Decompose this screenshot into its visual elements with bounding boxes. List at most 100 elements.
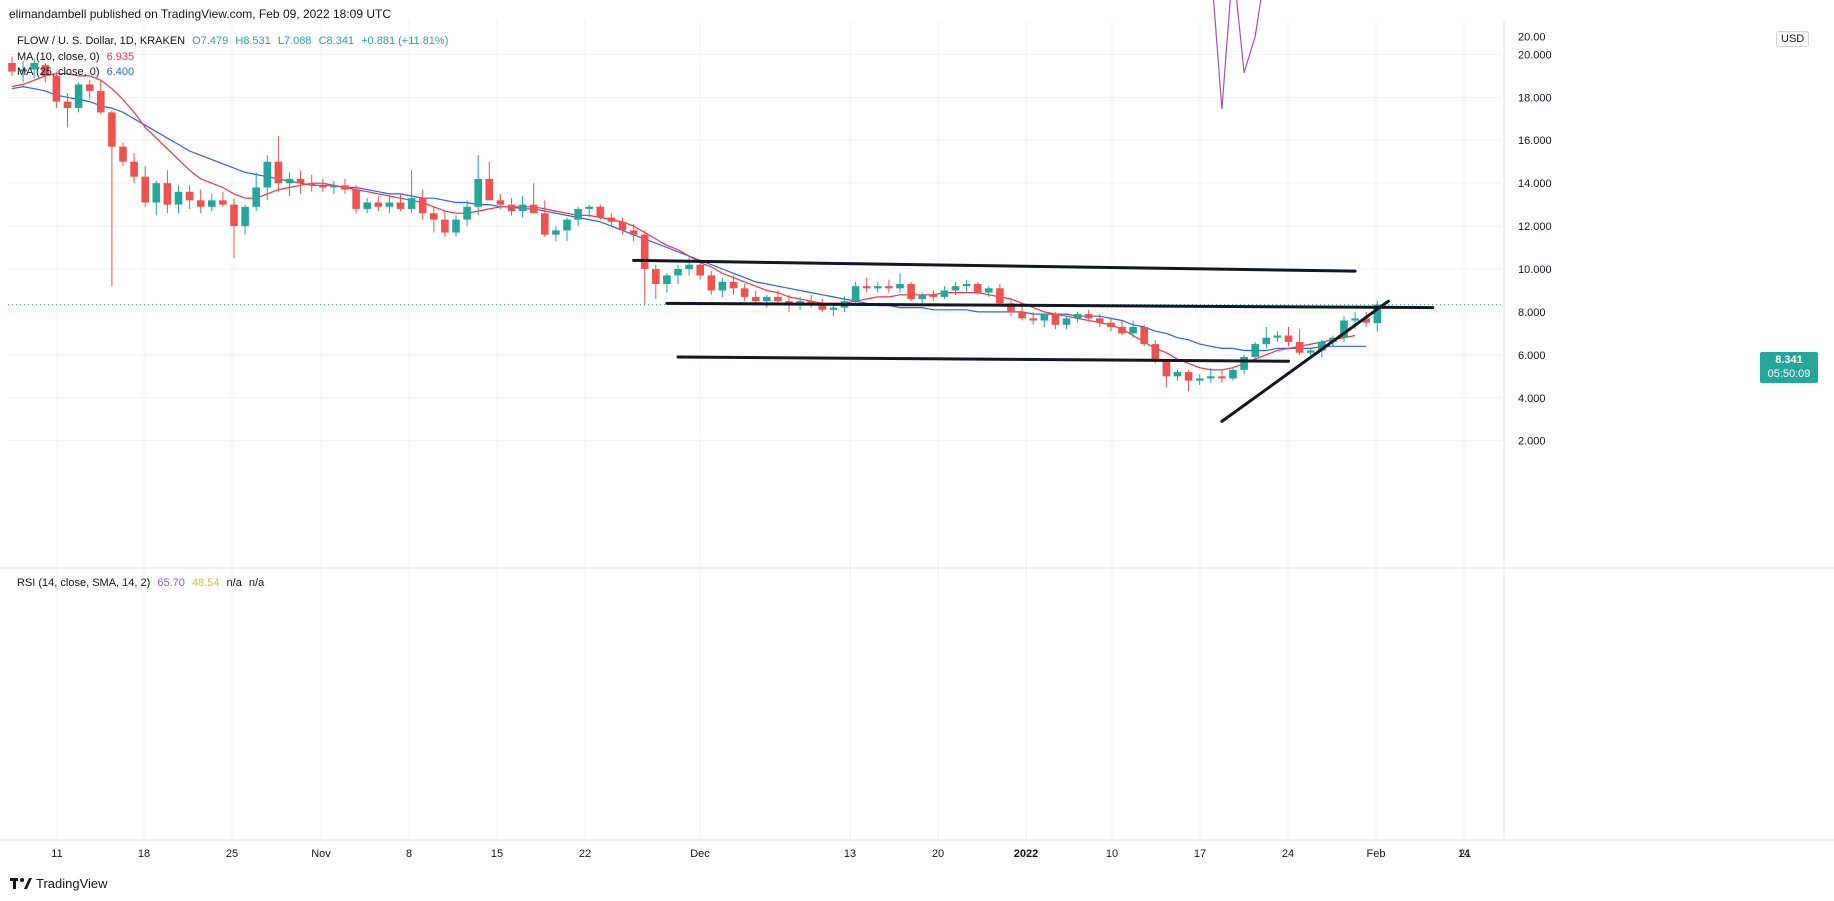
candle-body xyxy=(241,206,249,227)
candle-body xyxy=(663,275,671,285)
candle-body xyxy=(1229,369,1237,379)
price-trendline xyxy=(632,258,1357,273)
candle-body xyxy=(407,198,416,209)
price-trendline xyxy=(676,355,1290,363)
price-trendline xyxy=(665,301,1435,310)
ma25-line xyxy=(11,85,1367,352)
ma10-value: 6.935 xyxy=(106,51,135,63)
bar-countdown: 05:50:09 xyxy=(1767,368,1811,380)
candle-body xyxy=(319,185,327,188)
candle-body xyxy=(552,230,560,235)
candle-body xyxy=(596,206,605,218)
candle-body xyxy=(1295,341,1304,353)
candle-body xyxy=(1118,326,1126,334)
candle-body xyxy=(729,281,738,289)
candle-body xyxy=(1284,335,1293,342)
candle-body xyxy=(418,198,427,214)
candle-body xyxy=(52,75,61,102)
candle-body xyxy=(518,204,527,212)
candle-body xyxy=(751,296,760,302)
candle-body xyxy=(640,234,649,269)
candle-body xyxy=(996,288,1004,304)
candle-body xyxy=(208,200,216,207)
candle-body xyxy=(63,101,72,109)
candle-body xyxy=(607,217,616,222)
footer-brand: TradingView xyxy=(10,876,108,891)
candle-body xyxy=(862,286,871,289)
price-tick-label: 16.000 xyxy=(1518,135,1552,147)
ohlc-change: +0.881 (+11.81%) xyxy=(361,35,449,47)
candle-body xyxy=(1084,314,1093,319)
candle-body xyxy=(30,62,38,70)
candle-body xyxy=(474,178,482,207)
candle-body xyxy=(97,90,105,113)
time-tick-label: 11 xyxy=(51,848,62,860)
time-tick-label: 18 xyxy=(138,848,150,860)
price-tick-label: 18.000 xyxy=(1518,92,1552,104)
candle-body xyxy=(263,161,272,188)
candle-body xyxy=(652,269,660,285)
time-tick-label: 2022 xyxy=(1014,848,1038,860)
ohlc-open: O7.479 xyxy=(192,35,229,47)
published-note: elimandambell published on TradingView.c… xyxy=(9,7,392,21)
candle-body xyxy=(763,296,771,302)
last-price-tag: 8.341 05:50:09 xyxy=(1760,352,1818,383)
candle-body xyxy=(485,178,494,201)
candle-body xyxy=(541,213,549,235)
ma10-label: MA (10, close, 0) xyxy=(17,51,100,63)
candle-body xyxy=(907,284,915,300)
rsi-legend: RSI (14, close, SMA, 14, 2) 65.70 48.54 … xyxy=(17,577,268,589)
candle-body xyxy=(1162,361,1171,377)
candle-body xyxy=(1140,326,1148,345)
currency-selector[interactable]: USD xyxy=(1776,31,1810,47)
tradingview-logo-icon xyxy=(10,878,32,889)
candle-body xyxy=(285,178,294,184)
price-tick-label: 14.000 xyxy=(1518,178,1552,190)
candle-body xyxy=(1040,314,1049,321)
candle-body xyxy=(230,204,238,227)
candle-body xyxy=(718,281,727,291)
candle-body xyxy=(951,286,960,291)
candle-body xyxy=(885,286,893,289)
ohlc-close: C8.341 xyxy=(318,35,355,47)
candle-body xyxy=(19,69,27,72)
price-tick-label: 6.000 xyxy=(1518,350,1546,362)
candle-body xyxy=(1184,372,1193,381)
time-tick-label: Nov xyxy=(311,848,331,860)
candle-body xyxy=(585,206,593,209)
rsi-sma-value: 48.54 xyxy=(191,577,220,589)
rsi-na-1: n/a xyxy=(226,577,242,589)
price-tick-label: 4.000 xyxy=(1518,393,1546,405)
candle-body xyxy=(296,178,305,184)
candle-body xyxy=(1207,376,1215,379)
time-tick-label: Feb xyxy=(1367,848,1386,860)
candle-body xyxy=(707,275,716,291)
time-tick-label: 10 xyxy=(1106,848,1118,860)
candle-body xyxy=(1218,376,1226,379)
candle-body xyxy=(452,219,460,233)
candle-body xyxy=(1306,350,1315,353)
candle-body xyxy=(563,219,571,231)
price-tick-label: 8.000 xyxy=(1518,307,1546,319)
candle-body xyxy=(985,288,993,293)
candle-body xyxy=(1373,304,1382,324)
price-tick-label: 12.000 xyxy=(1518,221,1552,233)
candle-body xyxy=(1318,341,1326,351)
ma25-value: 6.400 xyxy=(106,66,135,78)
time-tick-label: 14 xyxy=(1458,848,1470,860)
candle-body xyxy=(618,221,627,231)
time-tick-label: 15 xyxy=(491,848,503,860)
candle-body xyxy=(973,284,982,293)
candle-body xyxy=(219,200,227,205)
candle-body xyxy=(829,307,838,310)
time-tick-label: 8 xyxy=(406,848,412,860)
candle-body xyxy=(8,62,16,72)
candle-body xyxy=(1051,314,1060,325)
price-tick-label: 10.000 xyxy=(1518,264,1552,276)
candle-body xyxy=(1096,318,1104,323)
rsi-tick-label: 20.00 xyxy=(1518,31,1546,43)
candle-body xyxy=(74,84,83,109)
last-price: 8.341 xyxy=(1775,354,1803,366)
ohlc-high: H8.531 xyxy=(235,35,271,47)
